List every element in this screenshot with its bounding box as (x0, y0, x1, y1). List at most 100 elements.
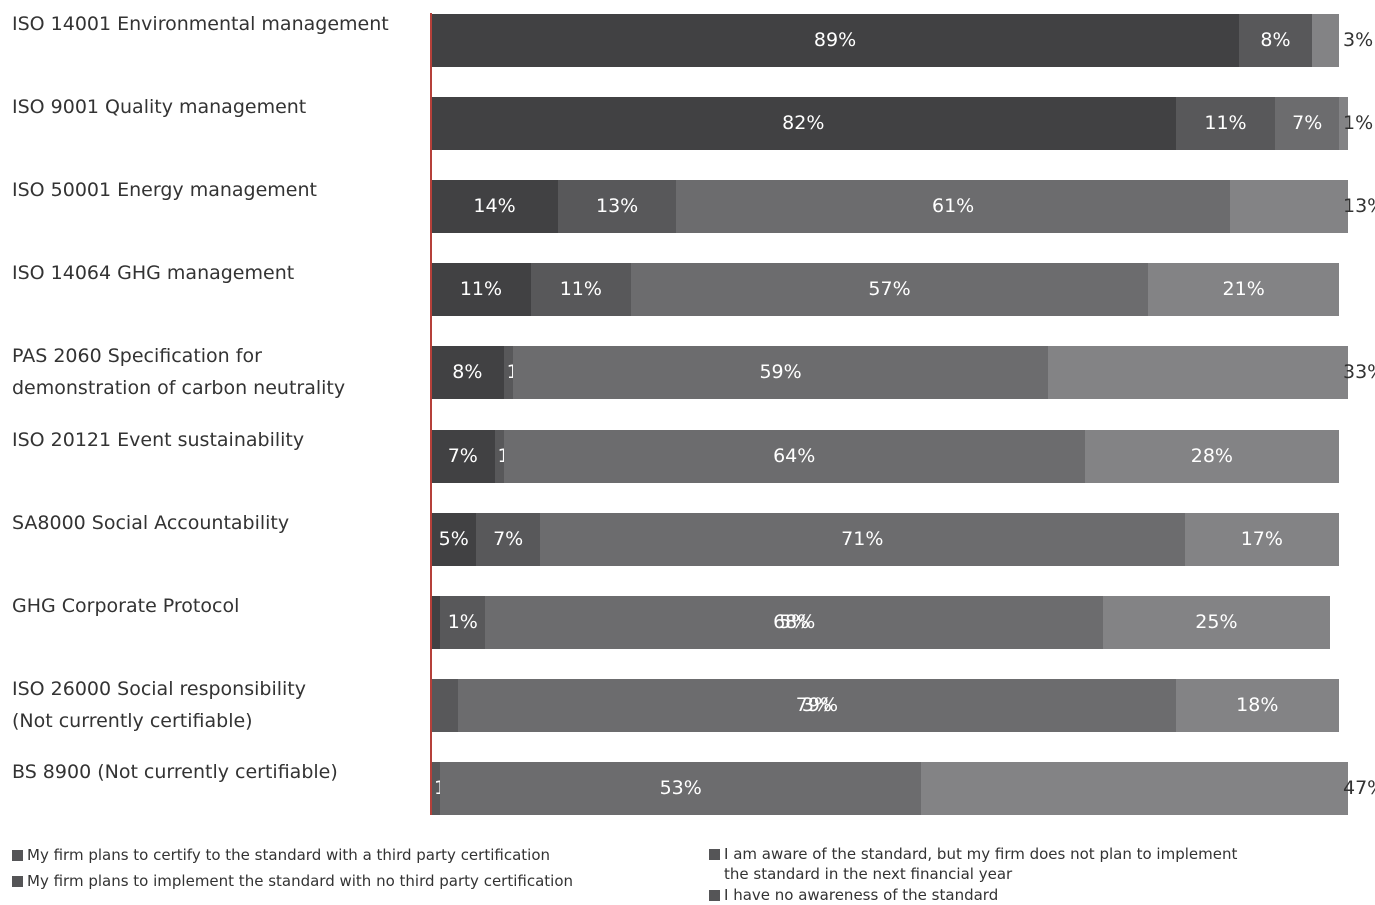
legend-swatch (709, 849, 720, 860)
data-label: 17% (1240, 527, 1283, 550)
data-label: 21% (1222, 278, 1265, 301)
category-label-line: BS 8900 (Not currently certifiable) (12, 760, 338, 783)
legend-label-line: I am aware of the standard, but my firm … (724, 845, 1238, 863)
bar-segment (476, 512, 540, 566)
bar-segment (1239, 14, 1312, 67)
bar-segment (530, 263, 631, 317)
legend-swatch (12, 850, 23, 861)
stacked-bar: 5% 7% 71% 17% (431, 512, 1339, 566)
data-label: 28% (1190, 444, 1233, 467)
data-label: 8% (1260, 29, 1291, 51)
data-label: 18% (1236, 693, 1279, 716)
data-label: 57% (868, 278, 911, 301)
data-label: 3% (1343, 29, 1374, 51)
data-label: 68% (773, 610, 816, 633)
data-label: 11% (1204, 112, 1247, 135)
category-label-line: PAS 2060 Specification for (12, 345, 262, 368)
legend-label-line: My firm plans to implement the standard … (27, 872, 574, 890)
bar-segment (431, 429, 495, 483)
bar-segment (431, 263, 531, 317)
bar-segment (1102, 595, 1330, 649)
stacked-bar: 89% 8% 3% (431, 14, 1373, 67)
category-label: ISO 50001 Energy management (12, 174, 412, 206)
data-label: 7% (447, 444, 478, 467)
bar-segment (431, 678, 459, 732)
bar-segment (1175, 97, 1276, 151)
bar-segment (1339, 97, 1349, 151)
data-label: 71% (841, 527, 884, 550)
category-label-line: ISO 14001 Environmental management (12, 13, 389, 35)
data-label: 8% (452, 361, 483, 384)
data-label: 33% (1343, 361, 1375, 384)
bar-segment (921, 761, 1349, 815)
bar-segment (440, 595, 486, 649)
category-label-line: ISO 26000 Social responsibility (12, 677, 306, 700)
legend-label-line: the standard in the next financial year (724, 865, 1013, 883)
bar-segment (503, 346, 513, 400)
category-label: ISO 9001 Quality management (12, 91, 412, 123)
category-label-line: demonstration of carbon neutrality (12, 377, 346, 400)
stacked-bar: 8%1%59%33% (431, 346, 1375, 400)
bar-segment (431, 512, 477, 566)
data-label: 25% (1195, 610, 1238, 633)
stacked-bar: 7%1%64%28% (431, 429, 1339, 483)
data-label: 79% (795, 693, 839, 716)
data-label: 7% (493, 527, 524, 550)
bar-segment (1175, 678, 1339, 732)
data-label: 13% (1343, 195, 1375, 218)
bar-segment (558, 180, 677, 234)
category-label: ISO 26000 Social responsibility (Not curr… (12, 673, 412, 737)
bar-segment (485, 595, 1103, 649)
data-label: 53% (659, 776, 702, 799)
bar-segment (1084, 429, 1339, 483)
stacked-bar: 3% 18% 79% (431, 678, 1339, 732)
stacked-bar: 82% 11% 7% 1% (431, 97, 1373, 151)
bar-segment (431, 97, 1176, 151)
stacked-bar: 11% 11% 57% 21% (431, 263, 1339, 317)
bar-segment (1148, 263, 1339, 317)
bar-segment (512, 346, 1049, 400)
bar-segment (494, 429, 504, 483)
category-label: ISO 20121 Event sustainability (12, 424, 412, 456)
data-label: 82% (782, 112, 825, 135)
category-label-line: ISO 20121 Event sustainability (12, 428, 305, 451)
data-label: 47% (1343, 776, 1375, 799)
bar-segment (539, 512, 1185, 566)
stacked-bar: 1% 5% 25% 68% (431, 595, 1339, 649)
data-label: 11% (559, 278, 602, 301)
bar-segment (440, 761, 922, 815)
category-label-line: GHG Corporate Protocol (12, 594, 240, 617)
bar-segment (676, 180, 1231, 234)
category-label-line: ISO 14064 GHG management (12, 262, 295, 285)
bar-segment (431, 180, 559, 234)
bar-segment (431, 346, 504, 400)
category-label: BS 8900 (Not currently certifiable) (12, 756, 412, 788)
data-label: 3% (801, 693, 832, 716)
bar-segment (630, 263, 1149, 317)
data-label: 64% (773, 444, 816, 467)
bar-segment (431, 761, 441, 815)
stacked-bar: 1%53%47% (431, 761, 1375, 815)
legend-label: I have no awareness of the standard (724, 885, 998, 905)
bar-segment (431, 595, 441, 649)
data-label: 61% (931, 195, 975, 218)
legend-label-line: My firm plans to certify to the standard… (27, 846, 551, 864)
bar-segment (431, 14, 1240, 67)
category-label: ISO 14064 GHG management (12, 257, 412, 289)
legend-label: I am aware of the standard, but my firm … (724, 844, 1237, 884)
category-label-line: SA8000 Social Accountability (12, 511, 290, 534)
legend-swatch (12, 876, 23, 887)
legend-label-line: I have no awareness of the standard (724, 886, 999, 904)
bar-segment (1230, 180, 1349, 234)
bar-segment (1311, 14, 1339, 67)
data-label: 7% (1292, 112, 1323, 135)
data-label: 1% (1343, 112, 1374, 135)
data-label: 5% (438, 527, 469, 550)
category-label-line: ISO 9001 Quality management (12, 96, 307, 119)
category-label-line: (Not currently certifiable) (12, 709, 253, 732)
data-label: 5% (779, 610, 810, 633)
category-label: GHG Corporate Protocol (12, 590, 412, 622)
data-label: 89% (813, 29, 857, 51)
data-label: 13% (596, 195, 639, 218)
